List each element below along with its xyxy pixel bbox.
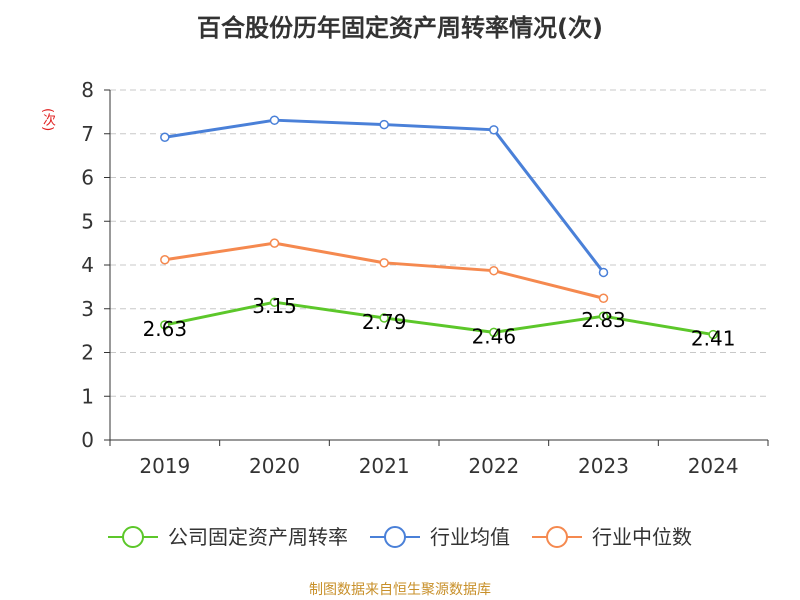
data-label: 2.79 bbox=[362, 310, 407, 334]
y-tick-label: 0 bbox=[81, 428, 94, 452]
y-tick-label: 8 bbox=[81, 78, 94, 102]
data-source-note: 制图数据来自恒生聚源数据库 bbox=[309, 582, 491, 598]
data-label: 2.83 bbox=[581, 308, 626, 332]
legend-swatch-marker bbox=[546, 526, 568, 548]
y-tick-label: 1 bbox=[81, 384, 94, 408]
data-label: 2.63 bbox=[143, 317, 188, 341]
x-tick-label: 2020 bbox=[249, 454, 300, 478]
x-tick-label: 2021 bbox=[359, 454, 410, 478]
series-point-2 bbox=[489, 265, 499, 276]
x-tick-label: 2022 bbox=[468, 454, 519, 478]
grid-lines bbox=[110, 89, 768, 397]
series-point-2 bbox=[379, 258, 389, 268]
series-point-1 bbox=[598, 267, 609, 278]
chart-title: 百合股份历年固定资产周转率情况(次) bbox=[197, 14, 603, 42]
series-point-0 bbox=[160, 320, 170, 330]
series-layer bbox=[160, 115, 718, 340]
series-line-0 bbox=[164, 300, 714, 337]
series-point-0 bbox=[269, 297, 280, 307]
legend-label: 公司固定资产周转率 bbox=[168, 525, 348, 549]
series-point-0 bbox=[379, 313, 389, 323]
data-label: 2.46 bbox=[472, 324, 517, 348]
y-tick-label: 3 bbox=[81, 297, 94, 321]
y-tick-label: 2 bbox=[81, 341, 94, 365]
y-tick-label: 4 bbox=[81, 253, 94, 277]
series-point-0 bbox=[489, 327, 499, 338]
data-label: 2.41 bbox=[691, 327, 736, 351]
series-point-0 bbox=[598, 311, 609, 321]
series-point-1 bbox=[160, 132, 170, 142]
series-point-2 bbox=[598, 293, 609, 303]
x-tick-label: 2019 bbox=[139, 454, 190, 478]
x-tick-label: 2023 bbox=[578, 454, 629, 478]
series-point-1 bbox=[269, 115, 280, 125]
series-point-1 bbox=[489, 125, 499, 135]
y-tick-label: 7 bbox=[81, 122, 94, 146]
legend-label: 行业中位数 bbox=[592, 525, 692, 549]
series-point-0 bbox=[708, 329, 718, 340]
legend: 公司固定资产周转率 行业均值 行业中位数 bbox=[108, 525, 692, 549]
data-labels: 2.63 3.15 2.79 2.46 2.83 2.41 bbox=[143, 294, 736, 350]
y-tick-label: 5 bbox=[81, 209, 94, 233]
legend-swatch-marker bbox=[122, 526, 144, 548]
series-point-1 bbox=[379, 119, 389, 130]
series-line-2 bbox=[164, 241, 604, 300]
y-tick-label: 6 bbox=[81, 166, 94, 190]
legend-swatch-marker bbox=[384, 526, 406, 548]
legend-label: 行业均值 bbox=[430, 525, 510, 549]
y-axis-label: (次) bbox=[40, 108, 55, 132]
series-point-2 bbox=[160, 255, 170, 265]
x-tick-label: 2024 bbox=[688, 454, 739, 478]
data-label: 3.15 bbox=[252, 294, 297, 318]
series-point-2 bbox=[269, 238, 280, 248]
axes: 0 1 2 3 4 5 6 7 8 2019 2020 2021 2022 2023 2024 bbox=[81, 78, 769, 478]
